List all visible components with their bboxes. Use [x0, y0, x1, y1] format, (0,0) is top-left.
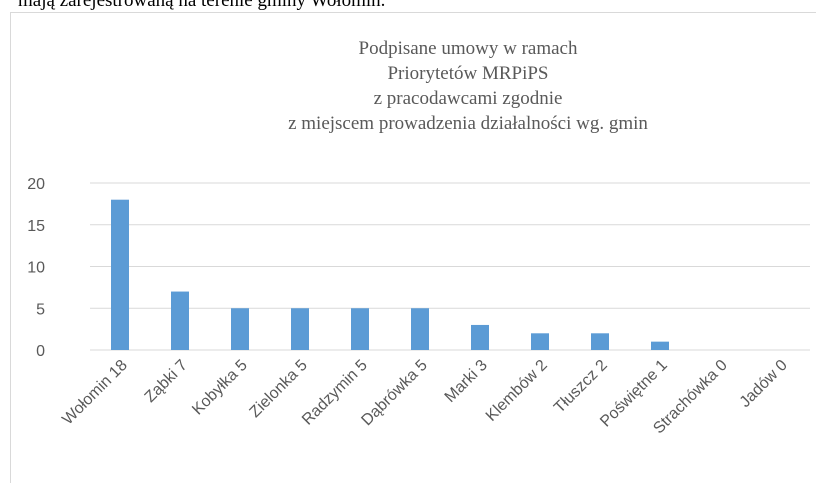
- chart-title: Priorytetów MRPiPS: [387, 63, 548, 84]
- x-tick-label: Wołomin 18: [59, 357, 131, 429]
- x-tick-label: Marki 3: [442, 357, 491, 406]
- bar: [351, 308, 369, 350]
- x-tick-label: Tłuszcz 2: [551, 357, 611, 417]
- x-tick-label: Klembów 2: [483, 357, 551, 425]
- bar: [111, 199, 129, 350]
- y-tick-label: 10: [27, 260, 45, 277]
- y-tick-label: 20: [27, 176, 45, 193]
- x-tick-label: Ząbki 7: [142, 357, 191, 406]
- bar: [171, 291, 189, 350]
- bar: [591, 333, 609, 350]
- y-tick-label: 5: [36, 301, 45, 318]
- chart-frame: [10, 12, 816, 483]
- bar: [651, 341, 669, 350]
- bar: [231, 308, 249, 350]
- y-tick-label: 15: [27, 218, 45, 235]
- x-tick-label: Kobyłka 5: [189, 357, 251, 419]
- intro-text: mają zarejestrowaną na terenie gminy Woł…: [18, 0, 385, 11]
- chart-title: Podpisane umowy w ramach: [359, 38, 578, 59]
- chart-title: z miejscem prowadzenia działalności wg. …: [288, 113, 648, 134]
- bar: [291, 308, 309, 350]
- chart-title: z pracodawcami zgodnie: [374, 88, 563, 109]
- y-tick-label: 0: [36, 343, 45, 360]
- bar: [531, 333, 549, 350]
- bar: [411, 308, 429, 350]
- x-tick-label: Zielonka 5: [247, 357, 311, 421]
- bar: [471, 324, 489, 350]
- x-tick-label: Jadów 0: [737, 357, 791, 411]
